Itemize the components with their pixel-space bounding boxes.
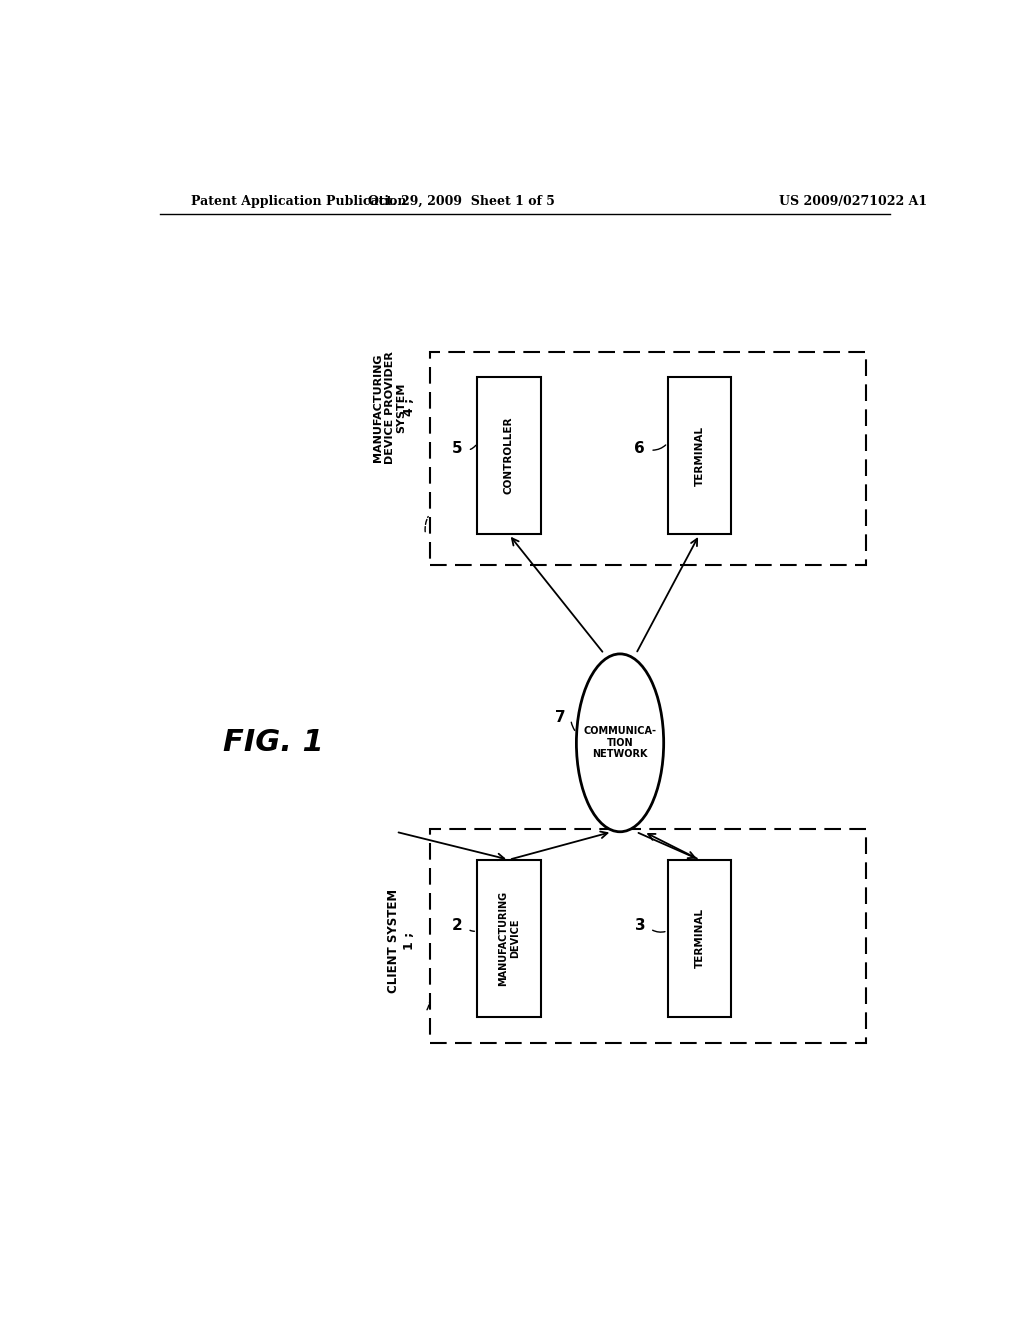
Bar — [430, 351, 866, 565]
Bar — [430, 829, 866, 1043]
Bar — [668, 859, 731, 1018]
Text: FIG. 1: FIG. 1 — [223, 729, 324, 758]
Text: TERMINAL: TERMINAL — [694, 908, 705, 969]
Text: Oct. 29, 2009  Sheet 1 of 5: Oct. 29, 2009 Sheet 1 of 5 — [368, 194, 555, 207]
Ellipse shape — [577, 653, 664, 832]
Text: CONTROLLER: CONTROLLER — [504, 417, 514, 495]
Text: 6: 6 — [635, 441, 645, 455]
Text: Patent Application Publication: Patent Application Publication — [191, 194, 407, 207]
Text: MANUFACTURING
DEVICE: MANUFACTURING DEVICE — [498, 891, 520, 986]
Text: CLIENT SYSTEM: CLIENT SYSTEM — [387, 888, 400, 993]
Text: TERMINAL: TERMINAL — [694, 425, 705, 486]
Bar — [477, 859, 541, 1018]
Bar — [668, 378, 731, 535]
Text: US 2009/0271022 A1: US 2009/0271022 A1 — [778, 194, 927, 207]
Text: 1 ;: 1 ; — [403, 932, 416, 950]
Text: 3: 3 — [635, 919, 645, 933]
Text: COMMUNICA-
TION
NETWORK: COMMUNICA- TION NETWORK — [584, 726, 656, 759]
Bar — [477, 378, 541, 535]
Text: 4 ;: 4 ; — [403, 399, 416, 417]
Text: 5: 5 — [452, 441, 463, 455]
Text: 2: 2 — [452, 919, 463, 933]
Text: 7: 7 — [555, 710, 566, 725]
Text: MANUFACTURING
DEVICE PROVIDER
SYSTEM: MANUFACTURING DEVICE PROVIDER SYSTEM — [374, 351, 407, 463]
